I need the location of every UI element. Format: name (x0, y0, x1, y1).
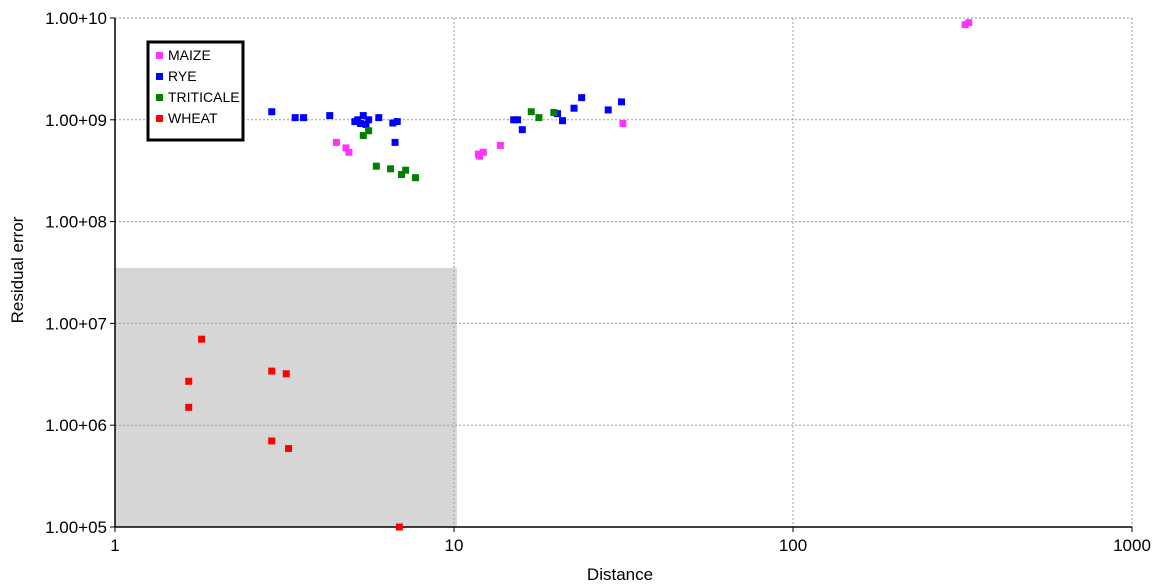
point-rye (268, 108, 276, 116)
point-maize (345, 148, 353, 156)
point-wheat (268, 437, 276, 445)
point-maize (496, 141, 504, 149)
point-rye (570, 104, 578, 112)
legend-swatch-wheat (156, 115, 163, 122)
point-rye (359, 112, 367, 120)
point-rye (393, 118, 401, 126)
point-maize (342, 144, 350, 152)
y-tick-label: 1.00+07 (45, 314, 107, 333)
point-rye (559, 117, 567, 125)
point-triticale (402, 166, 410, 174)
shaded-region-layer (115, 268, 457, 527)
point-rye (300, 114, 308, 122)
y-tick-label: 1.00+05 (45, 518, 107, 537)
point-rye (554, 110, 562, 118)
x-axis-title: Distance (587, 565, 653, 584)
point-triticale (359, 132, 367, 140)
axes-layer: 1 10 100 1000 1.00+05 1.00+06 1.00+07 1.00+08 1.… (45, 9, 1151, 555)
y-tick-label: 1.00+06 (45, 416, 107, 435)
point-wheat (282, 370, 290, 378)
point-wheat (185, 403, 193, 411)
point-maize (965, 19, 973, 27)
x-tick-label: 1000 (1113, 536, 1151, 555)
legend-swatch-triticale (156, 94, 163, 101)
point-rye (514, 116, 522, 124)
point-wheat (268, 367, 276, 375)
point-rye (357, 119, 365, 127)
point-triticale (397, 171, 405, 179)
point-triticale (550, 108, 558, 116)
legend-label-triticale: TRITICALE (168, 89, 240, 105)
point-wheat (285, 445, 293, 453)
grid-layer (115, 17, 1133, 527)
point-wheat (185, 377, 193, 385)
point-rye (291, 114, 299, 122)
point-rye (365, 116, 373, 124)
point-rye (518, 126, 526, 134)
legend-swatch-maize (156, 52, 163, 59)
point-rye (375, 114, 383, 122)
point-triticale (372, 162, 380, 170)
points-layer (185, 19, 973, 531)
point-maize (476, 152, 484, 160)
x-tick-label: 100 (779, 536, 807, 555)
point-triticale (527, 108, 535, 116)
y-axis-title: Residual error (8, 216, 27, 323)
legend-label-maize: MAIZE (168, 47, 211, 63)
point-rye (604, 106, 612, 114)
y-tick-label: 1.00+08 (45, 213, 107, 232)
point-triticale (412, 174, 420, 182)
x-tick-label: 1 (110, 536, 119, 555)
point-rye (618, 98, 626, 106)
point-triticale (535, 114, 543, 122)
point-rye (391, 138, 399, 146)
point-maize (479, 148, 487, 156)
legend: MAIZE RYE TRITICALE WHEAT (146, 40, 245, 142)
legend-box (146, 40, 245, 142)
point-rye (510, 116, 518, 124)
y-tick-label: 1.00+09 (45, 111, 107, 130)
point-rye (389, 119, 397, 127)
point-wheat (395, 523, 403, 531)
shaded-region (115, 268, 457, 527)
point-rye (326, 112, 334, 120)
legend-swatch-rye (156, 73, 163, 80)
point-maize (619, 119, 627, 127)
point-wheat (198, 335, 206, 343)
point-rye (362, 120, 370, 128)
point-maize (332, 138, 340, 146)
legend-label-rye: RYE (168, 68, 197, 84)
legend-label-wheat: WHEAT (168, 110, 218, 126)
point-rye (578, 94, 586, 102)
point-triticale (365, 127, 373, 135)
point-rye (354, 116, 362, 124)
y-tick-label: 1.00+10 (45, 9, 107, 28)
point-triticale (387, 165, 395, 173)
x-tick-label: 10 (445, 536, 464, 555)
point-maize (961, 21, 969, 29)
